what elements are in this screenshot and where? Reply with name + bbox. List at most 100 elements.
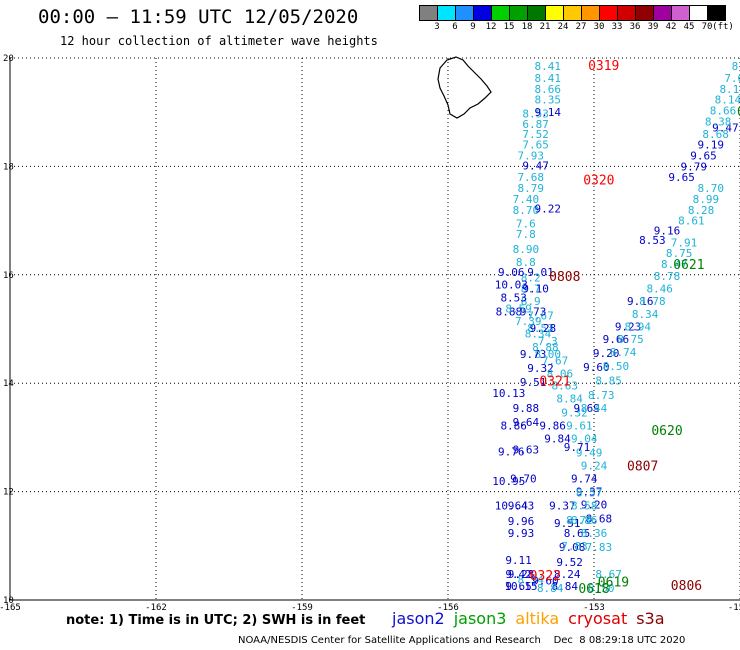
wave-height-label: 9.65	[690, 150, 717, 163]
wave-height-label: 7.52	[522, 128, 549, 141]
wave-height-label: 9.73	[520, 348, 547, 361]
wave-height-label: 8.46	[646, 282, 673, 295]
wave-height-label: 9.06	[498, 266, 525, 279]
x-tick-label: -153	[583, 603, 605, 613]
legend-label: 21	[539, 22, 551, 32]
wave-height-label: 8.66	[535, 83, 562, 96]
wave-height-label: 8.57	[576, 487, 603, 500]
wave-height-label: 9.96	[508, 515, 535, 528]
mission-label: cryosat	[568, 609, 628, 628]
wave-height-label: 9.49	[576, 447, 603, 460]
wave-height-label: 9.42	[505, 568, 532, 581]
wave-height-label: 8.86	[500, 419, 527, 432]
wave-height-label: 8.41	[535, 60, 562, 73]
wave-height-label: 8.06	[547, 367, 574, 380]
wave-height-label: 8.08	[732, 60, 740, 73]
wave-height-label: 7.65	[522, 139, 549, 152]
wave-height-label: 8.86	[571, 514, 598, 527]
wave-height-label: 8.68	[586, 513, 613, 526]
wave-height-label: 7.60	[724, 72, 740, 85]
wave-height-label: 7.39	[515, 315, 542, 328]
wave-height-label: 9.11	[505, 554, 532, 567]
color-scale-legend	[419, 5, 726, 21]
wave-height-label: 9.51	[554, 517, 581, 530]
pass-id-label: 0618	[578, 582, 609, 597]
wave-height-label: 8.53	[639, 234, 666, 247]
wave-height-label: 8.88	[496, 306, 523, 319]
wave-height-label: 8.53	[500, 292, 527, 305]
wave-height-label: 7.83	[561, 540, 588, 553]
wave-height-label: 8.70	[698, 182, 725, 195]
wave-height-label: 8.74	[610, 346, 637, 359]
island-coastline	[437, 56, 492, 119]
wave-height-label: 8.72	[566, 514, 593, 527]
wave-height-label: 9.63	[513, 443, 540, 456]
wave-height-label: 8.78	[639, 295, 666, 308]
wave-height-label: 9.10	[522, 282, 549, 295]
wave-height-label: 9.71	[564, 441, 591, 454]
pass-id-label: 0322	[530, 569, 561, 584]
wave-height-label: 8.47	[661, 258, 688, 271]
legend-label: 18	[521, 22, 533, 32]
wave-height-label: 9.04	[571, 432, 598, 445]
wave-height-label: 8.94	[625, 320, 652, 333]
wave-height-label: 7.83	[586, 541, 613, 554]
mission-label: s3a	[636, 609, 665, 628]
wave-height-label: 8.66	[710, 105, 737, 118]
wave-height-label: 8.63	[552, 379, 579, 392]
x-tick-label: -156	[437, 603, 459, 613]
wave-height-label: 9.32	[527, 362, 554, 375]
y-tick-label: 18	[3, 162, 14, 172]
wave-height-label: 9.65	[505, 580, 532, 593]
wave-height-label: 7.93	[517, 150, 544, 163]
wave-height-label: 10.64	[495, 500, 528, 513]
y-tick-label: 10	[3, 596, 14, 606]
mission-label: jason3	[453, 609, 507, 628]
legend-label: 12	[485, 22, 497, 32]
wave-height-label: 9.28	[530, 322, 557, 335]
wave-height-label: 9.60	[583, 361, 610, 374]
x-tick-label: -15	[728, 603, 740, 613]
legend-label: 45	[683, 22, 695, 32]
wave-height-label: 9.32	[561, 406, 588, 419]
wave-height-label: 10.13	[492, 387, 525, 400]
pass-id-label: 0621	[673, 258, 704, 273]
y-tick-label: 14	[3, 379, 14, 389]
x-tick-label: -162	[145, 603, 167, 613]
wave-height-label: 10.15	[504, 580, 537, 593]
wave-height-label: 9.20	[581, 499, 608, 512]
wave-height-label: 9.79	[681, 160, 708, 173]
wave-height-label: 9.19	[698, 139, 725, 152]
wave-height-label: 9.28	[508, 568, 535, 581]
wave-height-label: 9.76	[498, 445, 525, 458]
wave-height-label: 8.34	[632, 308, 659, 321]
wave-height-label: 8.90	[513, 243, 540, 256]
wave-height-label: 8.28	[688, 204, 715, 217]
wave-height-label: 7.91	[671, 236, 698, 249]
wave-height-label: 8.44	[581, 402, 608, 415]
wave-height-label: 9.65	[668, 171, 695, 184]
x-tick-label: -165	[0, 603, 21, 613]
pass-id-label: 0619	[598, 576, 629, 591]
wave-height-label: 8.75	[617, 333, 644, 346]
wave-height-label: 8.75	[666, 247, 693, 260]
color-scale-labels: 3 6 9 12 15 18 21 24 27 30 33 36 39 42 45 70 (ft)	[420, 22, 740, 34]
wave-height-label: 9.88	[513, 402, 540, 415]
legend-label: 24	[557, 22, 569, 32]
y-tick-label: 16	[3, 271, 14, 281]
wave-height-label: 9.23	[615, 320, 642, 333]
wave-height-label: 8.59	[505, 302, 532, 315]
wave-height-label: 8.67	[595, 568, 622, 581]
pass-id-label: 0320	[583, 173, 614, 188]
wave-height-label: 8.2	[521, 272, 541, 285]
wave-height-label: 9.16	[627, 295, 654, 308]
pass-id-label: 0807	[627, 460, 658, 475]
wave-height-label: 9.14	[535, 106, 562, 119]
wave-height-label: 8.84	[537, 582, 564, 595]
wave-height-label: 8.14	[715, 94, 740, 107]
wave-height-label: 9.84	[544, 432, 571, 445]
legend-label: 33	[611, 22, 623, 32]
legend-label: 27	[575, 22, 587, 32]
wave-height-label: 9.08	[559, 541, 586, 554]
legend-label: 70	[701, 22, 713, 32]
